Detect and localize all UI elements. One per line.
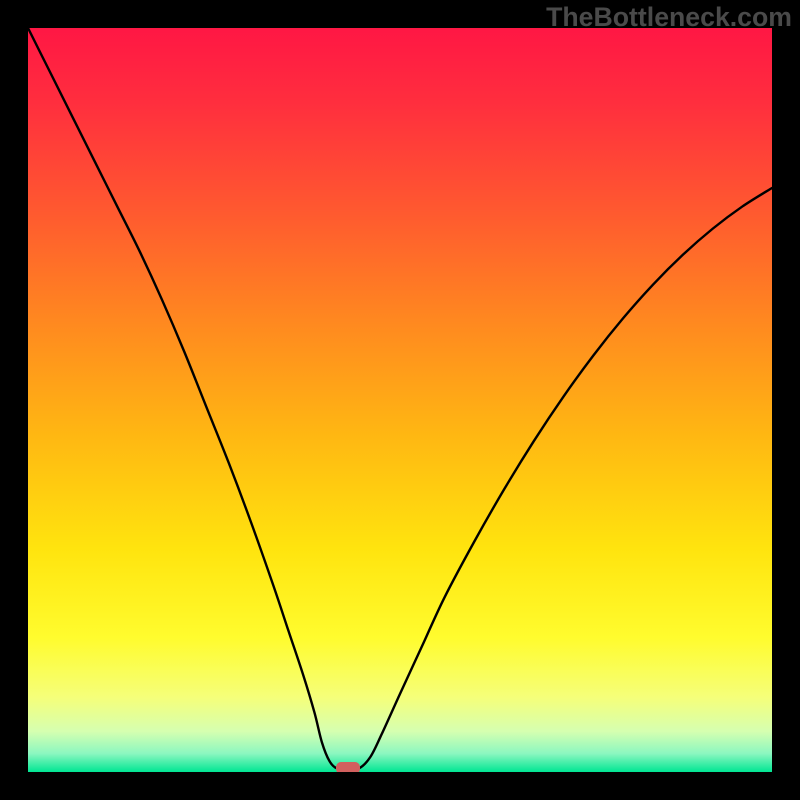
plot-area	[28, 28, 772, 772]
bottleneck-curve	[28, 28, 772, 772]
watermark-text: TheBottleneck.com	[546, 2, 792, 33]
min-point-marker	[336, 762, 360, 772]
curve-path	[28, 28, 772, 769]
